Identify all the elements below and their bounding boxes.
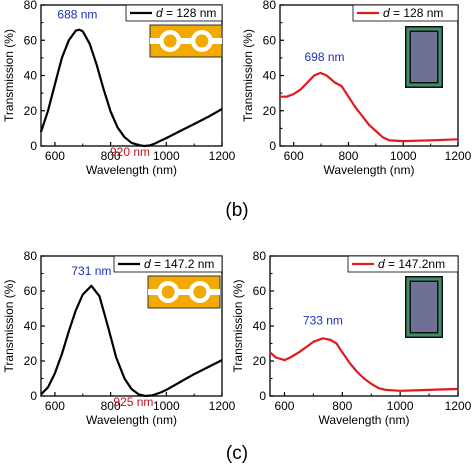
inset-pattern xyxy=(411,282,437,332)
inset-edge xyxy=(406,27,442,87)
x-tick-label: 800 xyxy=(101,399,121,413)
legend-symbol: d xyxy=(378,257,385,271)
color-micrograph-icon xyxy=(405,276,443,338)
series-line xyxy=(269,337,459,392)
inset-pattern xyxy=(411,32,437,82)
x-axis-label: Wavelength (nm) xyxy=(324,163,415,177)
y-axis-label: Transmission (%) xyxy=(2,29,16,122)
legend-label: d = 147.2nm xyxy=(378,257,445,271)
y-tick-label: 0 xyxy=(269,139,276,153)
series-line xyxy=(280,71,459,143)
y-axis-label: Transmission (%) xyxy=(2,280,16,373)
chart-2: 600 800 1000 1200 0 20 40 60 80 Wavelength (nm) Tr… xyxy=(241,0,472,177)
series-line xyxy=(40,284,223,398)
series-line xyxy=(39,28,223,148)
x-tick-label: 1200 xyxy=(445,399,472,413)
y-tick-label: 80 xyxy=(24,0,38,12)
legend-box xyxy=(113,255,223,273)
peak-annotation: 698 nm xyxy=(305,50,345,64)
x-tick-label: 800 xyxy=(332,399,352,413)
legend-symbol: d xyxy=(156,6,163,20)
y-axis-label: Transmission (%) xyxy=(231,280,245,373)
panel-label-c: (c) xyxy=(226,443,248,464)
y-tick-label: 40 xyxy=(24,319,38,333)
legend: d = 128 nm xyxy=(125,4,223,22)
y-axis-label: Transmission (%) xyxy=(241,29,255,122)
inset-ring-core xyxy=(195,34,209,48)
legend-label: d = 147.2 nm xyxy=(144,257,214,271)
x-axis-label: Wavelength (nm) xyxy=(319,413,410,427)
y-tick-label: 20 xyxy=(24,104,38,118)
color-micrograph-icon xyxy=(405,26,443,88)
x-tick-label: 600 xyxy=(274,399,294,413)
x-tick-label: 1000 xyxy=(390,149,417,163)
legend-label: d = 128 nm xyxy=(156,6,216,20)
x-tick-label: 1200 xyxy=(445,149,472,163)
inset-bar xyxy=(148,289,220,295)
legend-symbol: d xyxy=(383,6,390,20)
legend-box xyxy=(347,255,459,273)
peak-annotation: 925 nm xyxy=(113,395,153,409)
x-tick-label: 1000 xyxy=(153,149,180,163)
y-tick-label: 20 xyxy=(24,354,38,368)
legend-box xyxy=(125,4,223,22)
x-axis-label: Wavelength (nm) xyxy=(86,413,177,427)
y-tick-label: 20 xyxy=(253,354,267,368)
y-tick-label: 60 xyxy=(253,284,267,298)
x-tick-label: 1200 xyxy=(209,399,236,413)
x-tick-label: 1000 xyxy=(387,399,414,413)
y-tick-label: 80 xyxy=(253,249,267,263)
y-tick-label: 40 xyxy=(253,319,267,333)
gold-rings-icon xyxy=(147,275,221,309)
y-tick-label: 0 xyxy=(30,139,37,153)
peak-annotation: 733 nm xyxy=(303,313,343,327)
y-tick-label: 60 xyxy=(263,33,277,47)
inset-bar xyxy=(150,38,222,44)
y-tick-label: 60 xyxy=(24,284,38,298)
legend-label: d = 128 nm xyxy=(383,6,443,20)
inset-ring-core xyxy=(161,285,175,299)
y-tick-label: 0 xyxy=(30,389,37,403)
legend: d = 147.2nm xyxy=(347,255,459,273)
gold-rings-icon xyxy=(149,24,223,58)
chart-1: 600 800 1000 1200 0 20 40 60 80 Wavelength (nm) Tr… xyxy=(2,0,236,177)
x-tick-label: 1000 xyxy=(153,399,180,413)
x-tick-label: 600 xyxy=(284,149,304,163)
legend-symbol: d xyxy=(144,257,151,271)
legend-box xyxy=(352,4,459,22)
inset-edge xyxy=(406,277,442,337)
peak-annotation: 731 nm xyxy=(71,264,111,278)
chart-4: 600 800 1000 1200 0 20 40 60 80 Wavelength (nm) Tr… xyxy=(231,249,472,427)
y-tick-label: 40 xyxy=(263,69,277,83)
peak-annotation: 688 nm xyxy=(57,8,97,22)
legend-value: = 147.2nm xyxy=(385,257,445,271)
panel-label-b: (b) xyxy=(225,200,248,221)
inset-ring-core xyxy=(193,285,207,299)
x-axis-label: Wavelength (nm) xyxy=(86,163,177,177)
y-tick-label: 0 xyxy=(259,389,266,403)
y-tick-label: 80 xyxy=(24,249,38,263)
x-tick-label: 600 xyxy=(45,149,65,163)
x-tick-label: 1200 xyxy=(209,149,236,163)
y-tick-label: 80 xyxy=(263,0,277,12)
chart-3: 600 800 1000 1200 0 20 40 60 80 Wavelength (nm) Tr… xyxy=(2,249,236,427)
legend-value: = 128 nm xyxy=(390,6,444,20)
y-tick-label: 40 xyxy=(24,69,38,83)
x-tick-label: 800 xyxy=(101,149,121,163)
x-tick-label: 800 xyxy=(338,149,358,163)
y-tick-label: 20 xyxy=(263,104,277,118)
inset-ring-core xyxy=(163,34,177,48)
legend-value: = 128 nm xyxy=(163,6,217,20)
x-tick-label: 600 xyxy=(45,399,65,413)
y-tick-label: 60 xyxy=(24,33,38,47)
legend: d = 128 nm xyxy=(352,4,459,22)
legend: d = 147.2 nm xyxy=(113,255,223,273)
peak-annotation: 920 nm xyxy=(110,145,150,159)
legend-value: = 147.2 nm xyxy=(151,257,215,271)
